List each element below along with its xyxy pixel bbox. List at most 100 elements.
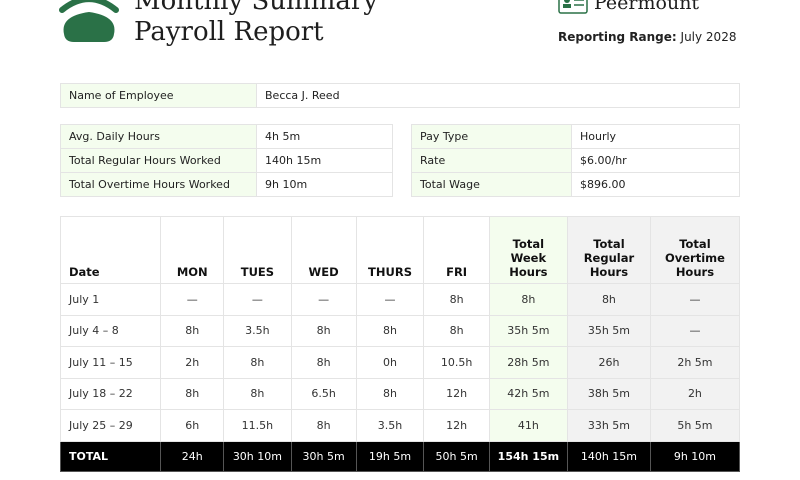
cell-week-total: 42h 5m [488,377,569,410]
cell-week-total: 8h [488,283,569,316]
pay-row: Total Wage $896.00 [411,172,740,197]
pay-label: Total Wage [411,172,572,197]
cell-overtime: 2h 5m [649,346,741,379]
cell: 0h [355,346,425,379]
brand-name: Peermount [594,0,700,14]
header-mon: MON [160,216,225,284]
cell-week-total: 41h [488,409,569,442]
total-cell: 19h 5m [355,440,425,472]
cell: 8h [423,283,490,316]
summary-row: Avg. Daily Hours 4h 5m [60,124,393,149]
cell: 8h [290,314,357,347]
cell: 12h [423,377,490,410]
pay-label: Rate [411,148,572,173]
cell-date: July 4 – 8 [59,314,162,347]
reporting-range: Reporting Range: July 2028 [558,30,736,44]
summary-label: Avg. Daily Hours [60,124,257,149]
cell: 8h [290,409,357,442]
cell: 8h [160,377,225,410]
cell: 3.5h [355,409,425,442]
cell-overtime: 5h 5m [649,409,741,442]
cell: 8h [290,346,357,379]
title-line-2: Payroll Report [134,17,324,47]
summary-label: Total Overtime Hours Worked [60,172,257,197]
table-header-row: Date MON TUES WED THURS FRI Total Week H… [59,216,741,284]
cell: 10.5h [423,346,490,379]
header-tues: TUES [223,216,292,284]
cell: — [223,283,292,316]
total-week-hours: 154h 15m [488,440,569,472]
table-row: July 18 – 22 8h 8h 6.5h 8h 12h 42h 5m 38h 5m 2h [59,377,741,410]
cell: 8h [423,314,490,347]
cell-week-total: 28h 5m [488,346,569,379]
total-cell: 30h 5m [290,440,357,472]
summary-value: 9h 10m [256,172,393,197]
cell: 3.5h [223,314,292,347]
cell: 11.5h [223,409,292,442]
employee-label: Name of Employee [60,83,257,108]
summary-label: Total Regular Hours Worked [60,148,257,173]
cell-regular: 33h 5m [567,409,651,442]
cell: — [355,283,425,316]
brand: Peermount [558,0,699,14]
cell: 8h [355,314,425,347]
cell-overtime: — [649,283,741,316]
cell: 2h [160,346,225,379]
total-cell: 24h [160,440,225,472]
pay-row: Pay Type Hourly [411,124,740,149]
weekly-hours-table: Date MON TUES WED THURS FRI Total Week H… [59,216,741,472]
id-card-icon [558,0,588,14]
reporting-range-label: Reporting Range: [558,30,677,44]
cell-date: July 18 – 22 [59,377,162,410]
cell: 8h [223,346,292,379]
pay-row: Rate $6.00/hr [411,148,740,173]
title-line-1: Monthly Summary [134,0,378,16]
pay-value: $6.00/hr [571,148,740,173]
cell-overtime: 2h [649,377,741,410]
summary-value: 140h 15m [256,148,393,173]
header-fri: FRI [423,216,490,284]
header-total-regular: Total Regular Hours [567,216,651,284]
summary-value: 4h 5m [256,124,393,149]
cell-overtime: — [649,314,741,347]
cell: 12h [423,409,490,442]
total-row: TOTAL 24h 30h 10m 30h 5m 19h 5m 50h 5m 154h 15… [59,440,741,472]
cell-week-total: 35h 5m [488,314,569,347]
header-total-overtime: Total Overtime Hours [649,216,741,284]
total-regular-hours: 140h 15m [567,440,651,472]
cell-regular: 26h [567,346,651,379]
total-overtime-hours: 9h 10m [649,440,741,472]
hours-summary-table: Avg. Daily Hours 4h 5m Total Regular Hour… [60,124,393,197]
header-date: Date [59,216,162,284]
cell: 6.5h [290,377,357,410]
employee-value: Becca J. Reed [256,83,740,108]
cell: 6h [160,409,225,442]
header-wed: WED [290,216,357,284]
total-cell: 30h 10m [223,440,292,472]
cell-date: July 11 – 15 [59,346,162,379]
header-total-week: Total Week Hours [488,216,569,284]
total-label: TOTAL [59,440,162,472]
table-row: July 1— — — —8h 8h 8h — [59,283,741,316]
cell: — [290,283,357,316]
summary-row: Total Regular Hours Worked 140h 15m [60,148,393,173]
table-row: July 11 – 15 2h 8h 8h 0h 10.5h 28h 5m 26h 2h 5m [59,346,741,379]
pay-label: Pay Type [411,124,572,149]
total-cell: 50h 5m [423,440,490,472]
cell-regular: 35h 5m [567,314,651,347]
table-row: July 4 – 8 8h 3.5h 8h 8h 8h 35h 5m 35h 5m — [59,314,741,347]
employee-row: Name of Employee Becca J. Reed [60,83,740,108]
cell: 8h [355,377,425,410]
cell-regular: 38h 5m [567,377,651,410]
pay-value: $896.00 [571,172,740,197]
table-row: July 25 – 29 6h 11.5h 8h 3.5h 12h 41h 33h 5m 5h … [59,409,741,442]
header-thurs: THURS [355,216,425,284]
cell: 8h [223,377,292,410]
cell-date: July 25 – 29 [59,409,162,442]
employee-table: Name of Employee Becca J. Reed [60,83,740,108]
page-title: Monthly Summary Payroll Report [134,0,378,48]
cell: 8h [160,314,225,347]
company-logo-icon [59,0,119,42]
cell-regular: 8h [567,283,651,316]
pay-value: Hourly [571,124,740,149]
